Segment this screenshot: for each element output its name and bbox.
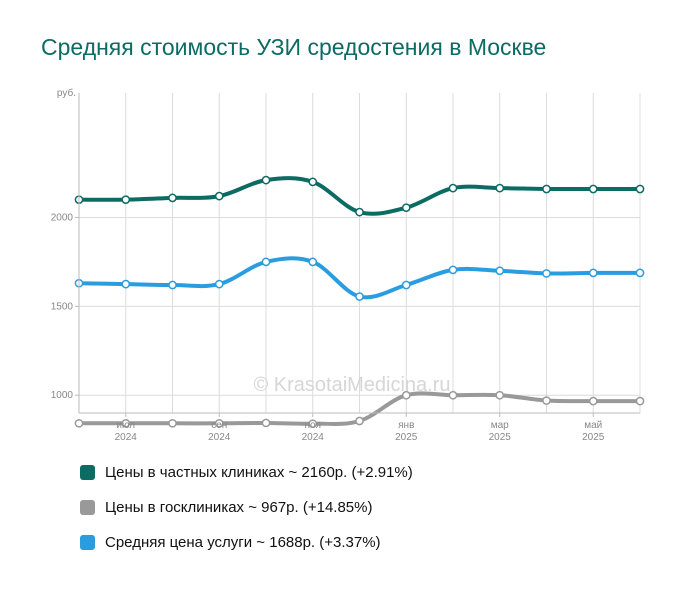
legend-swatch-average xyxy=(80,534,95,550)
legend-item-average[interactable]: Средняя цена услуги ~ 1688р. (+3.37%) xyxy=(80,532,413,552)
data-point-average[interactable] xyxy=(261,257,271,267)
x-tick-label-month: сен xyxy=(211,420,227,431)
data-point-private[interactable] xyxy=(168,193,177,203)
data-point-average[interactable] xyxy=(121,279,131,289)
x-tick-label-month: май xyxy=(584,420,602,431)
data-point-public[interactable] xyxy=(355,416,364,426)
legend-label-private: Цены в частных клиниках ~ 2160р. (+2.91%… xyxy=(105,463,413,481)
chart-title: Средняя стоимость УЗИ средостения в Моск… xyxy=(41,34,547,60)
data-point-public[interactable] xyxy=(448,390,458,400)
x-tick-label-year: 2025 xyxy=(582,432,605,443)
data-point-private[interactable] xyxy=(214,191,224,201)
data-point-public[interactable] xyxy=(74,418,84,428)
data-point-public[interactable] xyxy=(121,418,131,428)
x-tick-label-month: янв xyxy=(398,420,414,431)
data-point-average[interactable] xyxy=(168,280,177,290)
data-point-average[interactable] xyxy=(635,268,645,278)
x-tick-label-year: 2024 xyxy=(302,432,325,443)
y-tick-label: 1500 xyxy=(51,301,74,312)
legend-swatch-private xyxy=(80,464,95,480)
y-axis-unit-label: руб. xyxy=(57,87,76,99)
legend-label-public: Цены в госклиниках ~ 967р. (+14.85%) xyxy=(105,498,373,516)
axes-layer: руб.100015002000июл2024сен2024ноя2024янв… xyxy=(51,87,640,443)
data-point-average[interactable] xyxy=(308,257,318,267)
x-tick-label-year: 2025 xyxy=(489,432,512,443)
data-point-public[interactable] xyxy=(168,418,177,428)
data-point-private[interactable] xyxy=(401,203,411,213)
data-point-average[interactable] xyxy=(355,292,364,301)
data-point-public[interactable] xyxy=(214,418,224,428)
data-point-private[interactable] xyxy=(355,207,364,217)
data-point-private[interactable] xyxy=(635,184,645,194)
data-point-public[interactable] xyxy=(542,396,551,405)
data-point-private[interactable] xyxy=(588,184,598,194)
x-tick-label-month: мар xyxy=(491,420,509,431)
x-tick-label-month: июл xyxy=(116,420,135,431)
series-layer xyxy=(74,175,645,429)
data-point-average[interactable] xyxy=(401,280,411,290)
data-point-private[interactable] xyxy=(121,195,131,205)
legend-item-private[interactable]: Цены в частных клиниках ~ 2160р. (+2.91%… xyxy=(80,462,413,482)
data-point-average[interactable] xyxy=(448,265,458,275)
legend-item-public[interactable]: Цены в госклиниках ~ 967р. (+14.85%) xyxy=(80,497,413,517)
data-point-private[interactable] xyxy=(308,177,318,187)
legend: Цены в частных клиниках ~ 2160р. (+2.91%… xyxy=(80,462,413,567)
legend-swatch-public xyxy=(80,499,95,515)
data-point-average[interactable] xyxy=(542,269,551,278)
watermark: © KrasotaiMedicina.ru xyxy=(253,374,450,396)
legend-label-average: Средняя цена услуги ~ 1688р. (+3.37%) xyxy=(105,533,381,551)
data-point-public[interactable] xyxy=(261,418,271,428)
data-point-public[interactable] xyxy=(495,390,505,400)
x-tick-label-month: ноя xyxy=(305,420,322,431)
data-point-private[interactable] xyxy=(495,183,505,193)
y-tick-label: 2000 xyxy=(51,212,74,223)
data-point-public[interactable] xyxy=(401,390,411,400)
y-tick-label: 1000 xyxy=(51,390,74,401)
x-tick-label-year: 2024 xyxy=(115,432,138,443)
data-point-public[interactable] xyxy=(635,396,645,406)
x-tick-label-year: 2025 xyxy=(395,432,418,443)
data-point-average[interactable] xyxy=(214,279,224,289)
data-point-public[interactable] xyxy=(308,419,318,429)
data-point-average[interactable] xyxy=(588,268,598,278)
data-point-public[interactable] xyxy=(588,396,598,406)
chart-grid xyxy=(78,93,641,413)
x-tick-label-year: 2024 xyxy=(208,432,231,443)
data-point-private[interactable] xyxy=(448,183,458,193)
data-point-average[interactable] xyxy=(495,266,505,276)
data-point-private[interactable] xyxy=(261,175,271,185)
data-point-private[interactable] xyxy=(542,184,551,194)
